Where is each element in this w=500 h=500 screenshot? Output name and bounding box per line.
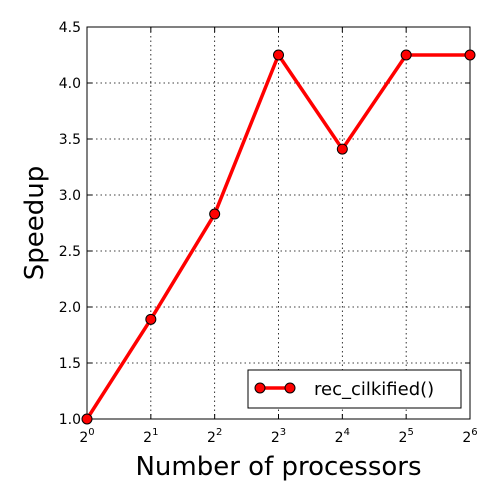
x-axis-title: Number of processors bbox=[135, 452, 421, 482]
legend-marker bbox=[254, 382, 266, 394]
axis-ticks bbox=[86, 26, 471, 420]
y-tick-label: 3.0 bbox=[59, 188, 81, 204]
y-tick-label: 1.0 bbox=[59, 412, 81, 428]
legend-label: rec_cilkified() bbox=[314, 379, 434, 400]
series-layer bbox=[81, 49, 476, 425]
grid-lines bbox=[86, 26, 471, 420]
data-point bbox=[145, 313, 157, 325]
y-tick-label: 1.5 bbox=[59, 356, 81, 372]
legend: rec_cilkified() bbox=[247, 369, 462, 409]
x-tick-label: 21 bbox=[143, 427, 158, 446]
y-tick-label: 4.0 bbox=[59, 76, 81, 92]
data-point bbox=[464, 49, 476, 61]
x-tick-label: 26 bbox=[462, 427, 477, 446]
data-point bbox=[336, 143, 348, 155]
x-tick-label: 25 bbox=[399, 427, 414, 446]
tick-labels: 20 21 22 23 24 25 26 1.0 1.5 2.0 2.5 3.0 3.5 4.0 4.5 bbox=[59, 20, 478, 446]
x-tick-label: 22 bbox=[207, 427, 222, 446]
y-tick-label: 2.5 bbox=[59, 244, 81, 260]
legend-marker bbox=[284, 382, 296, 394]
series-line bbox=[85, 51, 470, 420]
y-tick-label: 2.0 bbox=[59, 300, 81, 316]
data-point bbox=[400, 49, 412, 61]
y-axis-title: Speedup bbox=[20, 166, 50, 281]
x-tick-label: 24 bbox=[335, 427, 350, 446]
x-tick-label: 23 bbox=[271, 427, 286, 446]
y-tick-label: 4.5 bbox=[59, 20, 81, 36]
x-tick-label: 20 bbox=[79, 427, 94, 446]
data-point bbox=[209, 208, 221, 220]
y-tick-label: 3.5 bbox=[59, 132, 81, 148]
data-point bbox=[81, 413, 93, 425]
data-point bbox=[273, 49, 284, 61]
